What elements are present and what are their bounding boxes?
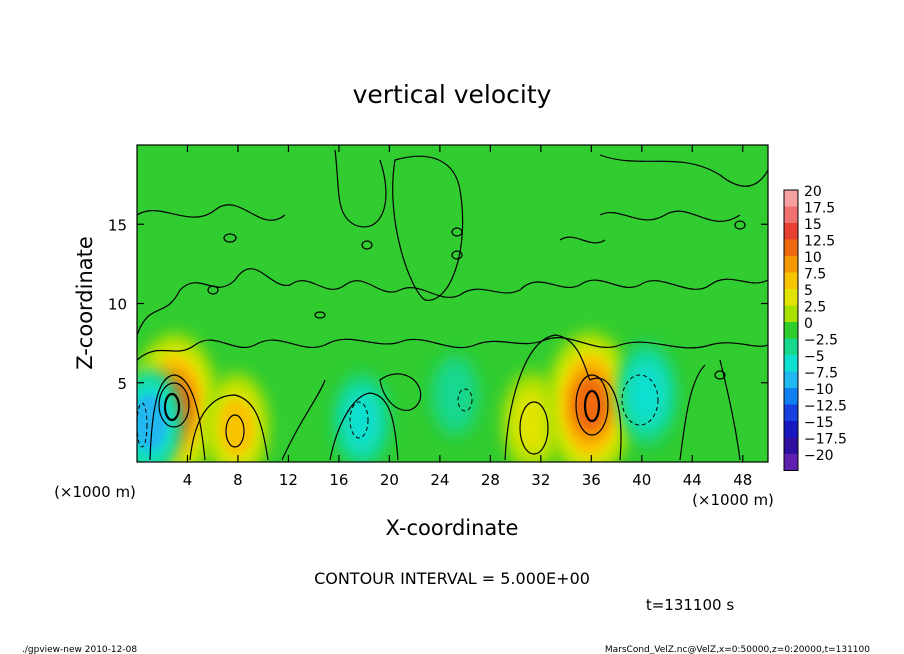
field-feature (511, 388, 553, 456)
colorbar-swatch (784, 421, 798, 438)
chart-title: vertical velocity (353, 80, 552, 109)
colorbar-swatch (784, 256, 798, 273)
colorbar-label: −10 (804, 382, 834, 398)
colorbar-swatch (784, 223, 798, 240)
x-tick-label: 16 (329, 471, 348, 489)
y-tick-label: 10 (108, 296, 127, 314)
colorbar-label: −2.5 (804, 333, 838, 349)
contour-interval: CONTOUR INTERVAL = 5.000E+00 (314, 569, 590, 588)
colorbar-label: −7.5 (804, 366, 838, 382)
field-feature (626, 360, 667, 428)
colorbar-label: −20 (804, 448, 834, 464)
x-tick-label: 24 (430, 471, 449, 489)
colorbar-label: 15 (804, 217, 822, 233)
colorbar-swatch (784, 272, 798, 289)
x-tick-label: 28 (481, 471, 500, 489)
colorbar-label: −15 (804, 415, 834, 431)
x-tick-label: 12 (279, 471, 298, 489)
x-tick-label: 20 (380, 471, 399, 489)
x-axis-label: X-coordinate (386, 516, 519, 540)
x-tick-label: 44 (683, 471, 702, 489)
colorbar-swatch (784, 190, 798, 207)
colorbar-label: 20 (804, 184, 822, 200)
colorbar-swatch (784, 437, 798, 454)
colorbar-label: −12.5 (804, 399, 847, 415)
negative-contours (137, 374, 659, 448)
colorbar-swatch (784, 338, 798, 355)
x-unit-left: (×1000 m) (54, 483, 136, 501)
field-feature (137, 394, 167, 451)
field-feature (342, 389, 381, 453)
colorbar-label: 12.5 (804, 234, 835, 250)
colorbar: 2017.51512.5107.552.50−2.5−5−7.5−10−12.5… (783, 184, 847, 471)
colorbar-label: 2.5 (804, 300, 826, 316)
footer-left: ./gpview-new 2010-12-08 (22, 645, 137, 654)
x-unit-right: (×1000 m) (692, 491, 774, 509)
plot-area (137, 145, 768, 462)
colorbar-label: 5 (804, 283, 813, 299)
contour-lines (137, 149, 768, 461)
colorbar-label: 0 (804, 316, 813, 332)
field-feature (432, 356, 478, 435)
field-feature (574, 379, 607, 431)
colorbar-swatch (784, 239, 798, 256)
colorbar-frame (783, 189, 799, 471)
time-label: t=131100 s (646, 596, 734, 614)
colorbar-swatch (784, 355, 798, 372)
x-tick-label: 8 (233, 471, 243, 489)
x-tick-label: 48 (733, 471, 752, 489)
colorbar-swatch (784, 322, 798, 339)
x-tick-label: 36 (582, 471, 601, 489)
y-tick-label: 15 (108, 216, 127, 234)
colorbar-swatch (784, 388, 798, 405)
x-axis: 4 8 12 16 20 24 28 32 36 40 44 48 (183, 145, 752, 489)
y-axis-label: Z-coordinate (73, 236, 97, 370)
colorbar-label: 17.5 (804, 201, 835, 217)
x-tick-label: 4 (183, 471, 193, 489)
colorbar-label: 7.5 (804, 267, 826, 283)
footer-right: MarsCond_VelZ.nc@VelZ,x=0:50000,z=0:2000… (605, 645, 870, 654)
field-features (137, 331, 677, 462)
y-axis: 5 10 15 (108, 216, 768, 393)
x-tick-label: 32 (531, 471, 550, 489)
colorbar-swatch (784, 454, 798, 471)
y-tick-label: 5 (117, 375, 127, 393)
colorbar-swatch (784, 289, 798, 306)
colorbar-swatch (784, 404, 798, 421)
colorbar-label: −17.5 (804, 432, 847, 448)
colorbar-swatch (784, 305, 798, 322)
colorbar-swatch (784, 371, 798, 388)
colorbar-swatch (784, 206, 798, 223)
x-tick-label: 40 (632, 471, 651, 489)
colorbar-label: −5 (804, 349, 825, 365)
colorbar-label: 10 (804, 250, 822, 266)
